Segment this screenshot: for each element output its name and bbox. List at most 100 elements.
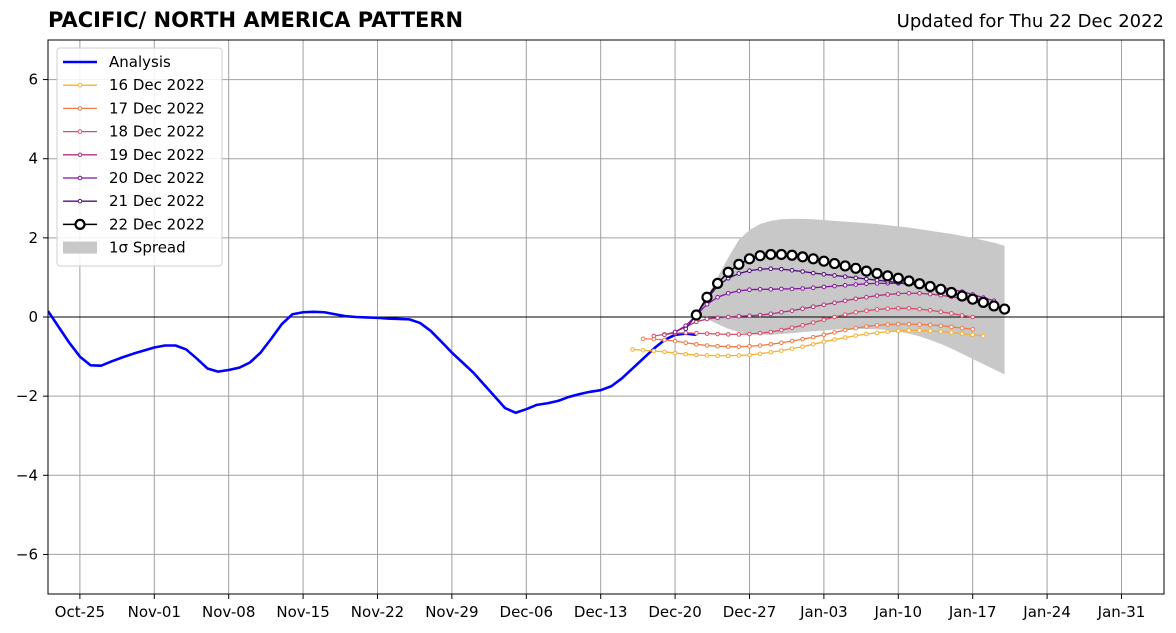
- forecast-point: [662, 332, 667, 338]
- forecast-point: [832, 337, 837, 342]
- forecast-point: [821, 284, 827, 290]
- forecast-point: [874, 330, 880, 336]
- forecast-point: [704, 302, 710, 307]
- latest-forecast-point: [988, 300, 1000, 312]
- latest-forecast-point: [935, 283, 947, 295]
- forecast-line: [632, 329, 984, 357]
- forecast-point: [704, 316, 710, 322]
- x-tick-label: Nov-29: [425, 603, 478, 621]
- latest-forecast-point: [743, 253, 756, 265]
- forecast-point: [768, 287, 774, 292]
- forecast-series: [630, 328, 986, 359]
- forecast-point: [768, 349, 774, 355]
- forecast-point: [779, 266, 784, 272]
- legend-swatch-marker: [77, 129, 83, 134]
- x-tick-label: Dec-27: [723, 603, 777, 621]
- forecast-point: [683, 340, 689, 346]
- forecast-point: [736, 271, 742, 276]
- legend-swatch-marker: [77, 175, 83, 181]
- forecast-point: [736, 313, 742, 319]
- forecast-point: [747, 343, 752, 349]
- legend-box: [56, 47, 223, 267]
- legend: Analysis 16 Dec 2022 17 Dec 2022 18 Dec 202…: [56, 47, 223, 267]
- y-tick-label: −6: [16, 545, 38, 563]
- forecast-point: [725, 353, 731, 359]
- forecast-point: [821, 271, 827, 277]
- legend-label: 18 Dec 2022: [109, 123, 205, 141]
- forecast-point: [736, 353, 742, 358]
- forecast-point: [917, 328, 922, 333]
- legend-swatch-spread: [63, 241, 97, 254]
- legend-label: 20 Dec 2022: [109, 169, 205, 187]
- forecast-point: [715, 294, 720, 300]
- forecast-point: [970, 332, 975, 338]
- y-tick-label: 4: [28, 150, 38, 168]
- y-tick-label: 0: [28, 308, 38, 326]
- forecast-point: [747, 313, 752, 319]
- forecast-point: [853, 325, 859, 331]
- latest-forecast-point: [998, 303, 1011, 315]
- y-tick-label: −4: [16, 466, 38, 484]
- legend-label: 17 Dec 2022: [109, 99, 205, 117]
- x-tick-label: Nov-01: [128, 603, 181, 621]
- forecast-point: [810, 304, 816, 310]
- forecast-point: [853, 333, 859, 338]
- forecast-point: [725, 290, 731, 296]
- forecast-point: [917, 290, 922, 296]
- latest-forecast-point: [797, 251, 809, 263]
- forecast-point: [821, 317, 827, 323]
- forecast-point: [938, 329, 944, 334]
- forecast-point: [747, 331, 752, 337]
- forecast-series: [651, 305, 975, 339]
- latest-forecast-point: [775, 248, 787, 261]
- latest-forecast-point: [786, 249, 798, 261]
- forecast-point: [810, 320, 816, 325]
- legend-swatch-marker: [77, 82, 83, 88]
- forecast-point: [704, 353, 710, 358]
- latest-forecast-point: [722, 266, 734, 278]
- forecast-point: [715, 343, 720, 349]
- latest-forecast-point: [892, 272, 904, 284]
- latest-forecast-point: [839, 260, 851, 272]
- legend-label: 22 Dec 2022: [109, 215, 205, 233]
- latest-forecast-point: [945, 286, 958, 299]
- x-tick-label: Jan-10: [873, 603, 922, 621]
- analysis-line: [48, 310, 697, 415]
- forecast-point: [821, 339, 827, 345]
- x-tick-label: Nov-08: [202, 603, 255, 621]
- legend-label: 21 Dec 2022: [109, 192, 205, 210]
- x-tick-label: Dec-13: [574, 603, 628, 621]
- forecast-point: [768, 266, 774, 272]
- forecast-point: [662, 337, 667, 343]
- forecast-point: [874, 323, 880, 328]
- forecast-point: [832, 300, 837, 306]
- forecast-point: [694, 342, 699, 347]
- forecast-point: [842, 274, 848, 279]
- forecast-point: [885, 292, 890, 297]
- forecast-point: [885, 322, 890, 327]
- forecast-point: [810, 285, 816, 291]
- forecast-point: [683, 351, 689, 357]
- forecast-point: [715, 315, 720, 321]
- x-tick-label: Jan-03: [799, 603, 848, 621]
- forecast-point: [906, 290, 912, 296]
- forecast-point: [938, 323, 944, 329]
- forecast-point: [736, 332, 742, 337]
- forecast-point: [970, 314, 975, 320]
- forecast-point: [651, 348, 657, 354]
- forecast-point: [917, 322, 922, 327]
- forecast-point: [747, 287, 752, 292]
- forecast-point: [757, 266, 763, 272]
- forecast-point: [864, 324, 869, 329]
- latest-forecast-point: [903, 275, 915, 287]
- forecast-point: [683, 330, 689, 336]
- forecast-point: [768, 342, 774, 347]
- forecast-point: [949, 330, 954, 335]
- forecast-point: [906, 328, 912, 333]
- forecast-point: [959, 313, 965, 318]
- forecast-point: [789, 286, 795, 292]
- x-tick-label: Jan-17: [948, 603, 997, 621]
- forecast-point: [789, 308, 795, 313]
- forecast-point: [736, 288, 742, 294]
- forecast-point: [789, 346, 795, 351]
